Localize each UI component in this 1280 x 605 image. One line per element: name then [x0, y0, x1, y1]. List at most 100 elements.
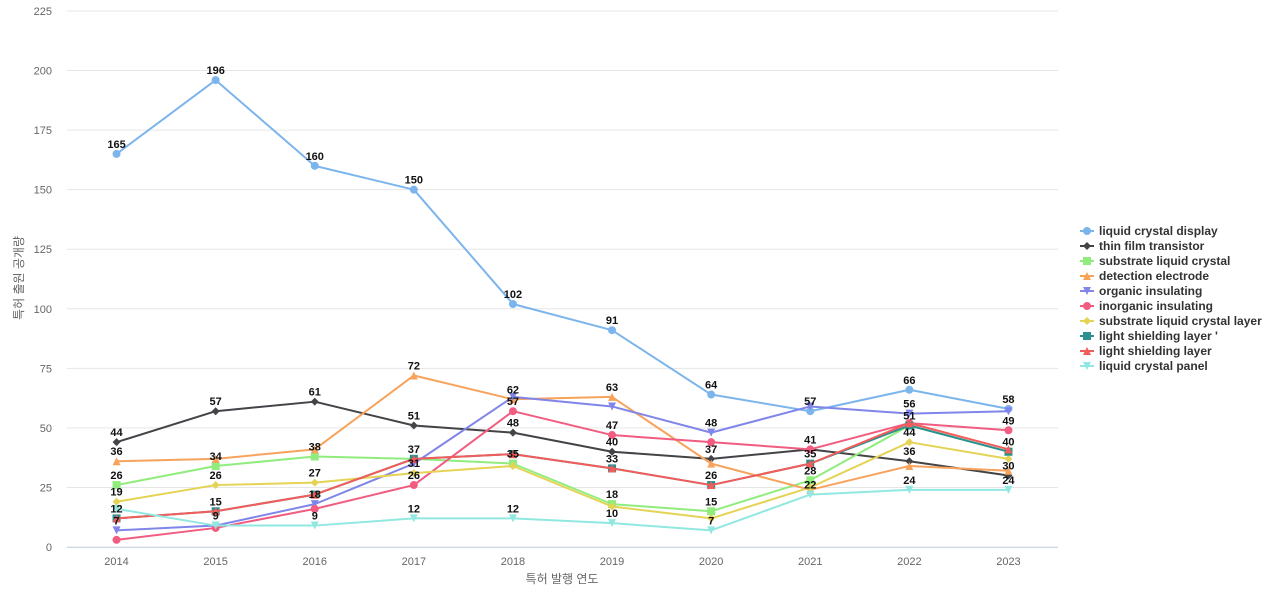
data-point [310, 504, 319, 513]
legend-item-liquid-crystal-panel[interactable]: liquid crystal panel [1080, 359, 1208, 373]
data-point [608, 431, 617, 440]
data-point [310, 478, 319, 487]
data-point [806, 407, 815, 416]
data-point [707, 459, 716, 468]
data-point [806, 476, 815, 485]
data-label: 102 [504, 289, 522, 301]
data-point [310, 490, 319, 499]
data-label: 57 [507, 396, 519, 408]
data-label: 30 [1002, 461, 1014, 473]
legend-item-light-shielding-layer[interactable]: light shielding layer ' [1080, 329, 1218, 343]
data-point [112, 149, 121, 158]
legend-label: substrate liquid crystal layer [1099, 314, 1262, 328]
legend-item-detection-electrode[interactable]: detection electrode [1080, 269, 1209, 283]
data-label: 12 [507, 503, 519, 515]
data-point [211, 407, 220, 416]
data-point [608, 502, 617, 511]
data-label: 47 [606, 420, 618, 432]
legend-marker-icon [1083, 287, 1091, 295]
data-label: 24 [903, 475, 916, 487]
grid-lines [67, 10, 1058, 548]
data-point [905, 409, 914, 418]
legend-item-substrate-liquid-crystal[interactable]: substrate liquid crystal [1080, 254, 1230, 268]
legend-label: liquid crystal panel [1099, 359, 1208, 373]
data-point [608, 447, 617, 456]
data-label: 51 [903, 411, 915, 423]
data-label: 9 [312, 511, 318, 523]
data-point [508, 514, 517, 523]
data-label: 37 [408, 444, 420, 456]
data-label: 15 [705, 496, 717, 508]
data-label: 15 [210, 496, 222, 508]
y-axis-title: 특허 출원 공개량 [12, 236, 26, 320]
x-tick-label: 2016 [303, 556, 327, 568]
legend-item-thin-film-transistor[interactable]: thin film transistor [1080, 239, 1205, 253]
data-point [211, 454, 220, 463]
data-label: 196 [206, 65, 224, 77]
data-label: 38 [309, 441, 321, 453]
data-point [310, 521, 319, 530]
data-point [707, 514, 716, 523]
data-label: 26 [110, 470, 122, 482]
legend-marker-icon [1083, 272, 1091, 280]
data-label: 91 [606, 315, 618, 327]
data-point [707, 526, 716, 535]
data-label: 12 [408, 503, 420, 515]
data-point [112, 438, 121, 447]
data-point [211, 521, 220, 530]
data-point [508, 450, 517, 459]
x-tick-label: 2021 [798, 556, 822, 568]
y-tick-label: 175 [34, 125, 52, 137]
series-line [115, 79, 1009, 413]
series-line [116, 400, 1009, 477]
data-label: 61 [309, 387, 321, 399]
legend-item-light-shielding-layer[interactable]: light shielding layer [1080, 344, 1212, 358]
series-liquid-crystal-display [112, 76, 1013, 416]
data-point [310, 500, 319, 509]
data-label: 37 [705, 444, 717, 456]
data-point [112, 514, 121, 523]
data-label: 18 [606, 489, 618, 501]
x-tick-label: 2017 [402, 556, 426, 568]
series-light-shielding-layer [112, 419, 1013, 523]
data-label: 28 [804, 465, 816, 477]
data-labels: 1654436261912719657342615916061382718915… [107, 65, 1015, 527]
axes: 0 25 50 75 100 125 150 175 200 225 2014 2015 2016 201… [34, 6, 1058, 568]
data-point [409, 421, 418, 430]
legend-marker-icon [1083, 302, 1091, 310]
data-label: 33 [606, 453, 618, 465]
data-point [905, 485, 914, 494]
legend-item-inorganic-insulating[interactable]: inorganic insulating [1080, 299, 1213, 313]
data-point [608, 464, 617, 473]
x-tick-label: 2015 [203, 556, 227, 568]
data-label: 31 [408, 458, 420, 470]
data-point [707, 438, 716, 447]
data-label: 72 [408, 360, 420, 372]
series-lines [112, 76, 1013, 544]
x-tick-label: 2019 [600, 556, 624, 568]
legend-marker-icon [1083, 317, 1091, 325]
data-point [211, 462, 220, 471]
data-label: 9 [213, 511, 219, 523]
data-label: 22 [804, 480, 816, 492]
data-point [905, 462, 914, 471]
legend-marker-icon [1083, 332, 1091, 340]
data-label: 26 [408, 470, 420, 482]
series-line [116, 410, 1009, 541]
x-tick-label: 2022 [897, 556, 921, 568]
data-label: 66 [903, 375, 915, 387]
y-tick-label: 125 [34, 244, 52, 256]
legend-item-substrate-liquid-crystal-layer[interactable]: substrate liquid crystal layer [1080, 314, 1262, 328]
data-label: 64 [705, 380, 718, 392]
legend-label: inorganic insulating [1099, 299, 1213, 313]
legend-item-organic-insulating[interactable]: organic insulating [1080, 284, 1202, 298]
legend-item-liquid-crystal-display[interactable]: liquid crystal display [1080, 224, 1218, 238]
series-line [116, 488, 1009, 532]
data-point [707, 507, 716, 516]
series-detection-electrode [112, 371, 1013, 494]
data-label: 56 [903, 399, 915, 411]
data-label: 150 [405, 175, 423, 187]
data-point [211, 481, 220, 490]
data-point [211, 507, 220, 516]
